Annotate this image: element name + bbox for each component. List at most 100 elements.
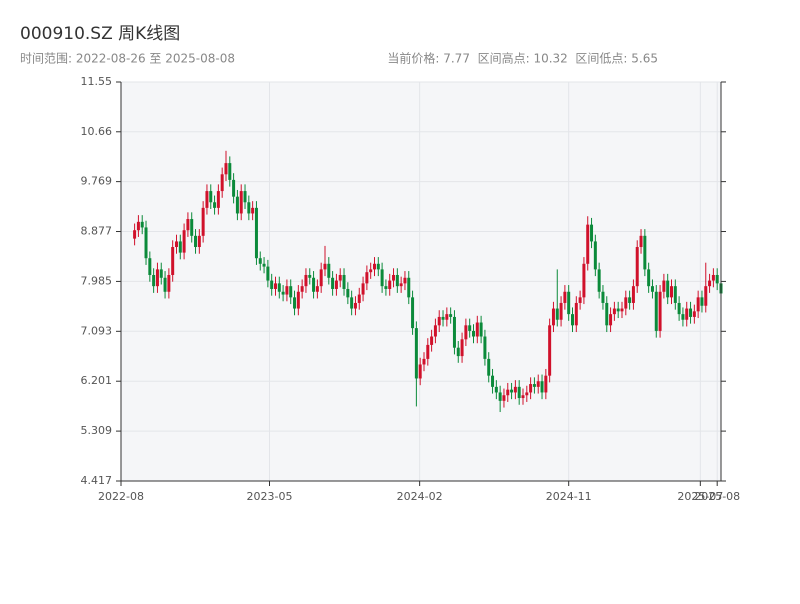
candle-body (650, 286, 654, 292)
candle-body (167, 274, 171, 292)
y-tick-label: 5.309 (81, 424, 113, 437)
candle-body (643, 235, 647, 270)
candle-body (628, 297, 632, 303)
candle-body (612, 308, 616, 315)
candle-body (468, 325, 472, 331)
candle-body (232, 179, 236, 197)
candle-body (620, 308, 624, 312)
candle-body (635, 247, 639, 287)
candle-body (262, 263, 266, 267)
candle-body (544, 375, 548, 393)
candle-body (338, 274, 342, 281)
candle-body (681, 314, 685, 320)
candle-body (140, 221, 144, 228)
candle-body (399, 283, 403, 287)
candle-body (243, 191, 247, 203)
candle-body (403, 277, 407, 284)
candle-body (148, 258, 152, 275)
candle-body (590, 224, 594, 242)
y-tick-label: 11.55 (81, 75, 113, 88)
candle-body (372, 263, 376, 270)
candle-body (293, 297, 297, 309)
candle-body (270, 280, 274, 289)
candle-body (235, 196, 239, 214)
candle-body (631, 286, 635, 303)
candle-body (216, 191, 220, 208)
candle-body (502, 395, 506, 401)
candle-body (315, 286, 319, 292)
candle-body (334, 280, 338, 289)
y-tick-label: 7.093 (81, 324, 113, 337)
candle-body (464, 325, 468, 340)
candle-body (441, 316, 445, 320)
candle-body (152, 274, 156, 287)
candle-body (376, 263, 380, 270)
candle-body (639, 235, 643, 248)
candle-body (491, 375, 495, 387)
candle-body (273, 283, 277, 289)
candle-body (426, 344, 430, 359)
candle-body (361, 283, 365, 295)
y-tick-label: 7.985 (81, 274, 113, 287)
candle-body (213, 202, 217, 208)
candle-body (605, 302, 609, 326)
candle-body (624, 297, 628, 309)
candle-body (407, 277, 411, 298)
candle-body (395, 274, 399, 287)
candle-body (498, 392, 502, 401)
y-tick-label: 10.66 (81, 125, 113, 138)
y-tick-label: 4.417 (81, 474, 113, 487)
candle-body (319, 269, 323, 287)
candle-body (144, 227, 148, 259)
candle-body (654, 291, 658, 331)
candle-body (677, 302, 681, 315)
candle-body (704, 286, 708, 306)
chart-stats: 当前价格: 7.77 区间高点: 10.32 区间低点: 5.65 (387, 51, 658, 66)
candle-body (296, 291, 300, 309)
candle-body (304, 274, 308, 287)
candle-body (220, 174, 224, 192)
candle-body (369, 269, 373, 273)
candle-body (197, 235, 201, 248)
candle-body (483, 336, 487, 359)
candle-body (281, 291, 285, 295)
x-tick-label: 2025-08 (694, 490, 740, 503)
candle-body (205, 191, 209, 208)
candle-body (662, 280, 666, 292)
candle-body (194, 235, 198, 248)
candle-body (506, 389, 510, 396)
candle-body (289, 286, 293, 298)
candle-body (201, 207, 205, 236)
candle-body (254, 207, 258, 259)
candle-body (510, 389, 514, 393)
candle-body (559, 302, 563, 320)
candle-body (563, 291, 567, 303)
candle-body (666, 280, 670, 298)
candle-body (578, 297, 582, 303)
candle-body (209, 191, 213, 203)
candle-body (548, 325, 552, 376)
candle-body (266, 266, 270, 281)
candle-body (433, 325, 437, 337)
candle-body (597, 269, 601, 292)
candle-body (228, 163, 232, 180)
candle-body (669, 286, 673, 298)
candle-body (479, 322, 483, 337)
candle-body (159, 269, 163, 278)
candle-body (388, 280, 392, 289)
x-tick-label: 2024-11 (546, 490, 592, 503)
candle-body (300, 286, 304, 292)
candle-body (609, 314, 613, 326)
candle-body (574, 302, 578, 326)
candle-body (182, 230, 186, 253)
candle-body (308, 274, 312, 278)
candle-body (331, 277, 335, 289)
candle-body (365, 272, 369, 284)
candle-body (570, 314, 574, 326)
candle-body (384, 286, 388, 289)
candle-body (277, 283, 281, 292)
candle-body (551, 308, 555, 326)
candle-body (346, 288, 350, 298)
candle-body (133, 230, 137, 239)
